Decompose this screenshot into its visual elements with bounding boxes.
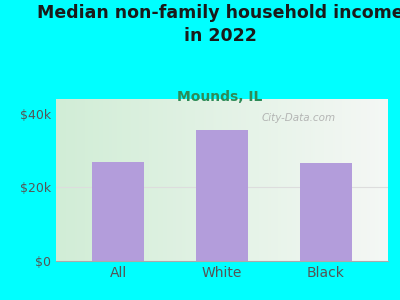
- Bar: [92, 162, 144, 261]
- Bar: [196, 130, 248, 261]
- Bar: [300, 164, 352, 261]
- Text: Mounds, IL: Mounds, IL: [177, 90, 263, 104]
- Text: City-Data.com: City-Data.com: [261, 113, 336, 123]
- Text: Median non-family household income
in 2022: Median non-family household income in 20…: [37, 4, 400, 45]
